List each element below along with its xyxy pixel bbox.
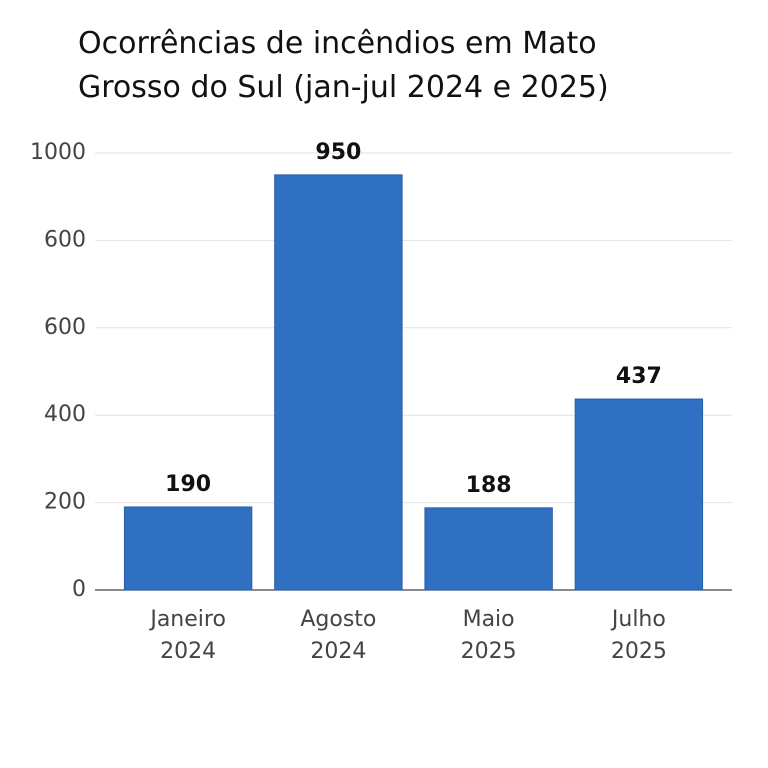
y-tick-label: 600: [44, 315, 86, 340]
x-tick-label: Agosto 2024: [300, 607, 377, 664]
x-tick-label: Julho 2025: [610, 607, 667, 664]
bar: [274, 174, 403, 591]
data-label: 437: [616, 364, 662, 389]
data-label: 950: [315, 140, 361, 165]
x-tick-label: Janeiro 2024: [150, 607, 226, 664]
y-tick-label: 1000: [30, 140, 86, 165]
x-tick-label: Maio 2025: [460, 607, 517, 664]
bar: [574, 398, 704, 591]
y-tick-label: 0: [72, 577, 86, 602]
data-label: 190: [165, 472, 211, 497]
y-tick-label: 200: [44, 490, 86, 515]
data-label: 188: [466, 473, 512, 498]
bar: [123, 506, 253, 591]
bar: [424, 507, 553, 591]
chart-title: Ocorrências de incêndios em Mato Grosso …: [78, 26, 609, 105]
y-tick-label: 400: [44, 402, 86, 427]
y-tick-label: 600: [44, 227, 86, 252]
